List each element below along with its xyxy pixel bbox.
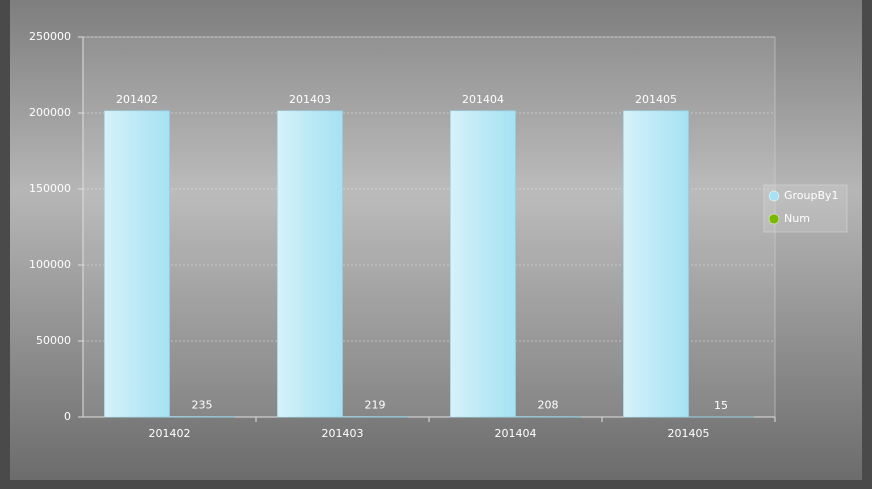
bar-shine bbox=[104, 110, 170, 417]
legend-marker bbox=[768, 213, 780, 225]
bar-shine bbox=[623, 110, 689, 417]
legend-box bbox=[763, 184, 848, 233]
data-label: 208 bbox=[538, 399, 559, 412]
bar-shine bbox=[450, 110, 516, 418]
data-label: 235 bbox=[192, 399, 213, 412]
data-label: 201402 bbox=[116, 93, 158, 106]
bar-shine bbox=[277, 110, 343, 418]
data-label: 201403 bbox=[289, 93, 331, 106]
data-label: 201404 bbox=[462, 93, 504, 106]
data-label: 201405 bbox=[635, 93, 677, 106]
y-tick-label: 200000 bbox=[29, 106, 71, 119]
x-tick-label: 201405 bbox=[668, 427, 710, 440]
legend-label: Num bbox=[784, 212, 810, 225]
y-tick-label: 0 bbox=[64, 410, 71, 423]
data-label: 219 bbox=[365, 399, 386, 412]
legend-marker bbox=[768, 190, 780, 202]
data-label: 15 bbox=[714, 399, 728, 412]
y-tick-label: 250000 bbox=[29, 30, 71, 43]
y-tick-label: 150000 bbox=[29, 182, 71, 195]
x-tick-label: 201403 bbox=[322, 427, 364, 440]
x-tick-label: 201402 bbox=[149, 427, 191, 440]
y-tick-label: 100000 bbox=[29, 258, 71, 271]
x-tick-label: 201404 bbox=[495, 427, 537, 440]
legend-label: GroupBy1 bbox=[784, 189, 839, 202]
y-tick-label: 50000 bbox=[36, 334, 71, 347]
